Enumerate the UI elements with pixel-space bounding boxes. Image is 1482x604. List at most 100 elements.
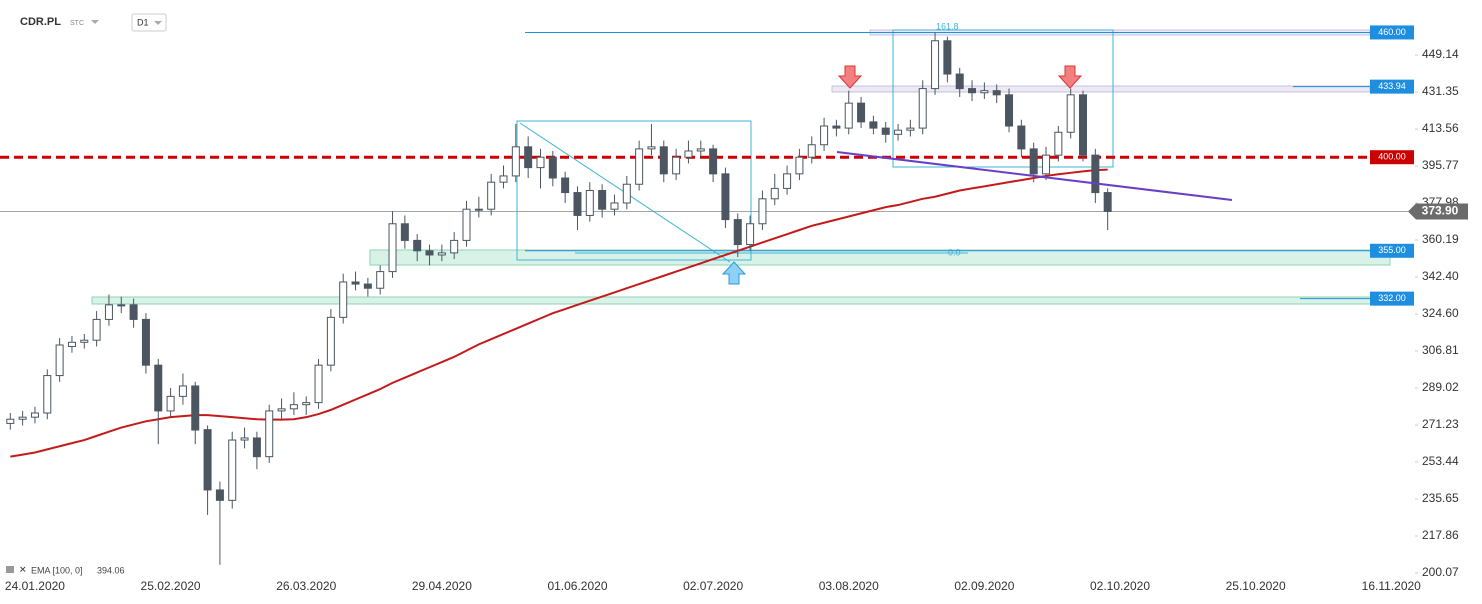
- candle-body: [955, 73, 964, 90]
- arrow-down: [1057, 65, 1083, 89]
- candle-body: [277, 408, 286, 412]
- dropdown-icon[interactable]: [91, 20, 99, 24]
- candle-body: [363, 283, 372, 289]
- x-tick-label: 02.07.2020: [683, 579, 743, 593]
- candle-body: [117, 304, 126, 307]
- candle-body: [400, 223, 409, 241]
- candle-body: [474, 208, 483, 211]
- legend-icon[interactable]: [6, 566, 14, 573]
- legend-cross[interactable]: ✕: [19, 564, 27, 574]
- candle-body: [413, 239, 422, 252]
- y-tick-label: 449.14: [1422, 47, 1459, 61]
- fib-box: [892, 29, 1114, 168]
- arrow-up: [721, 261, 747, 285]
- candle-body: [770, 187, 779, 200]
- x-tick-label: 26.03.2020: [276, 579, 336, 593]
- y-tick-label: 395.77: [1422, 158, 1459, 172]
- level-tag: [1370, 243, 1414, 258]
- y-tick-label: 324.60: [1422, 306, 1459, 320]
- candle-body: [252, 437, 261, 458]
- legend-name: EMA [100, 0]: [31, 565, 83, 575]
- candle-body: [647, 146, 656, 150]
- candle-body: [487, 181, 496, 210]
- candle-body: [918, 88, 927, 129]
- x-tick-label: 16.11.2020: [1362, 579, 1421, 593]
- legend-value: 394.06: [97, 565, 125, 575]
- candle-body: [314, 364, 323, 404]
- candle-body: [696, 148, 705, 152]
- candle-body: [339, 281, 348, 318]
- candle-body: [228, 439, 237, 501]
- candle-body: [80, 339, 89, 343]
- candle-body: [992, 90, 1001, 96]
- candle-body: [795, 156, 804, 175]
- candle-body: [437, 252, 446, 256]
- candle-body: [425, 250, 434, 256]
- candle-body: [1066, 94, 1075, 133]
- x-tick-label: 03.08.2020: [819, 579, 879, 593]
- candle-body: [783, 173, 792, 189]
- level-tag: [1370, 150, 1414, 165]
- candle-body: [844, 102, 853, 129]
- level-label: 460.00: [1378, 27, 1406, 37]
- candle-body: [302, 402, 311, 406]
- x-tick-label: 24.01.2020: [5, 579, 65, 593]
- candle-body: [326, 316, 335, 366]
- candle-body: [598, 189, 607, 210]
- candle-body: [894, 129, 903, 135]
- fib-label: 161.8: [936, 21, 959, 31]
- level-label: 355.00: [1378, 245, 1406, 255]
- candle-body: [832, 125, 841, 129]
- x-tick-label: 02.10.2020: [1090, 579, 1150, 593]
- candle-body: [289, 404, 298, 410]
- candle-body: [635, 148, 644, 185]
- candle-body: [548, 156, 557, 179]
- candle-body: [178, 385, 187, 397]
- y-tick-label: 217.86: [1422, 528, 1459, 542]
- symbol: CDR.PL: [20, 16, 61, 28]
- candle-body: [746, 223, 755, 246]
- candle-body: [67, 341, 76, 347]
- candle-body: [1017, 125, 1026, 150]
- candle-body: [524, 146, 533, 169]
- price-label: 373.90: [1422, 204, 1459, 218]
- y-tick-label: 235.65: [1422, 491, 1459, 505]
- candle-body: [709, 148, 718, 175]
- candle-body: [154, 364, 163, 412]
- y-tick-label: 342.40: [1422, 269, 1459, 283]
- level-tag: [1370, 79, 1414, 94]
- candle-body: [1042, 154, 1051, 175]
- candle-body: [265, 410, 274, 458]
- candle-body: [1029, 148, 1038, 175]
- candle-body: [943, 40, 952, 75]
- trend-line: [836, 151, 1233, 201]
- candle-body: [659, 146, 668, 175]
- candle-body: [499, 175, 508, 183]
- candle-body: [807, 144, 816, 158]
- candle-body: [166, 395, 175, 412]
- candle-body: [758, 198, 767, 225]
- y-tick-label: 306.81: [1422, 343, 1459, 357]
- y-tick-label: 271.23: [1422, 417, 1459, 431]
- candle-body: [141, 318, 150, 366]
- candle-body: [18, 416, 27, 420]
- candle-body: [820, 125, 829, 146]
- candle-body: [869, 121, 878, 129]
- fib-label: 0.0: [948, 247, 961, 257]
- y-tick-label: 431.35: [1422, 84, 1459, 98]
- interval-select[interactable]: [131, 13, 167, 32]
- x-tick-label: 01.06.2020: [547, 579, 607, 593]
- x-tick-label: 25.10.2020: [1226, 579, 1286, 593]
- candle-body: [721, 173, 730, 221]
- zone: [831, 85, 1371, 93]
- candle-body: [191, 385, 200, 431]
- level-label: 400.00: [1378, 152, 1406, 162]
- candle-body: [1103, 192, 1112, 212]
- candle-body: [857, 102, 866, 123]
- candle-body: [610, 202, 619, 210]
- candle-body: [92, 318, 101, 341]
- x-tick-label: 25.02.2020: [141, 579, 201, 593]
- y-tick-label: 360.19: [1422, 232, 1459, 246]
- candle-body: [881, 127, 890, 135]
- candle-body: [906, 127, 915, 131]
